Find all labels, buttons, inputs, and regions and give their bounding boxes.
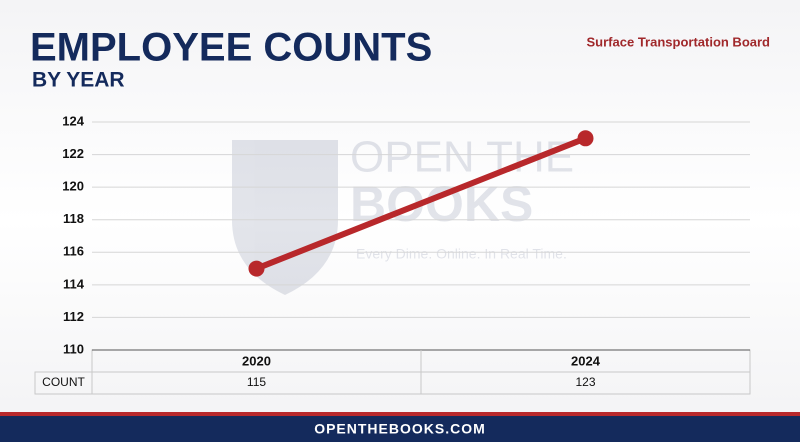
data-table-label-cell <box>34 371 93 395</box>
y-tick-label: 110 <box>63 341 84 356</box>
series-line <box>253 135 589 272</box>
agency-label: Surface Transportation Board <box>587 34 771 49</box>
watermark-line2: BOOKS <box>350 176 533 232</box>
x-tick-label: 2020 <box>242 353 271 368</box>
plot: 110 112 114 116 118 120 122 124 2020 2024 115 123 CO… <box>34 113 751 395</box>
footer-stripe <box>0 412 800 416</box>
y-tick-label: 114 <box>63 276 85 291</box>
chart-title: EMPLOYEE COUNTS <box>30 26 432 70</box>
data-point <box>248 260 265 277</box>
y-tick-label: 112 <box>63 309 84 324</box>
watermark-tagline: Every Dime. Online. In Real Time. <box>356 246 567 262</box>
watermark-shield <box>232 140 338 295</box>
table-value: 115 <box>247 375 266 389</box>
y-tick-label: 120 <box>62 179 84 194</box>
footer-text: OPENTHEBOOKS.COM <box>314 421 486 437</box>
watermark: OPEN THE BOOKS Every Dime. Online. In Re… <box>232 133 574 295</box>
y-tick-label: 122 <box>62 146 84 161</box>
footer-bar <box>0 416 800 442</box>
y-tick-label: 116 <box>63 244 84 259</box>
table-row-label: COUNT <box>42 375 85 389</box>
data-point <box>577 130 594 147</box>
y-tick-label: 118 <box>63 211 84 226</box>
x-tick-label: 2024 <box>571 353 601 368</box>
y-tick-label: 124 <box>62 113 84 128</box>
chart-subtitle: BY YEAR <box>32 69 125 92</box>
table-value: 123 <box>575 375 595 389</box>
